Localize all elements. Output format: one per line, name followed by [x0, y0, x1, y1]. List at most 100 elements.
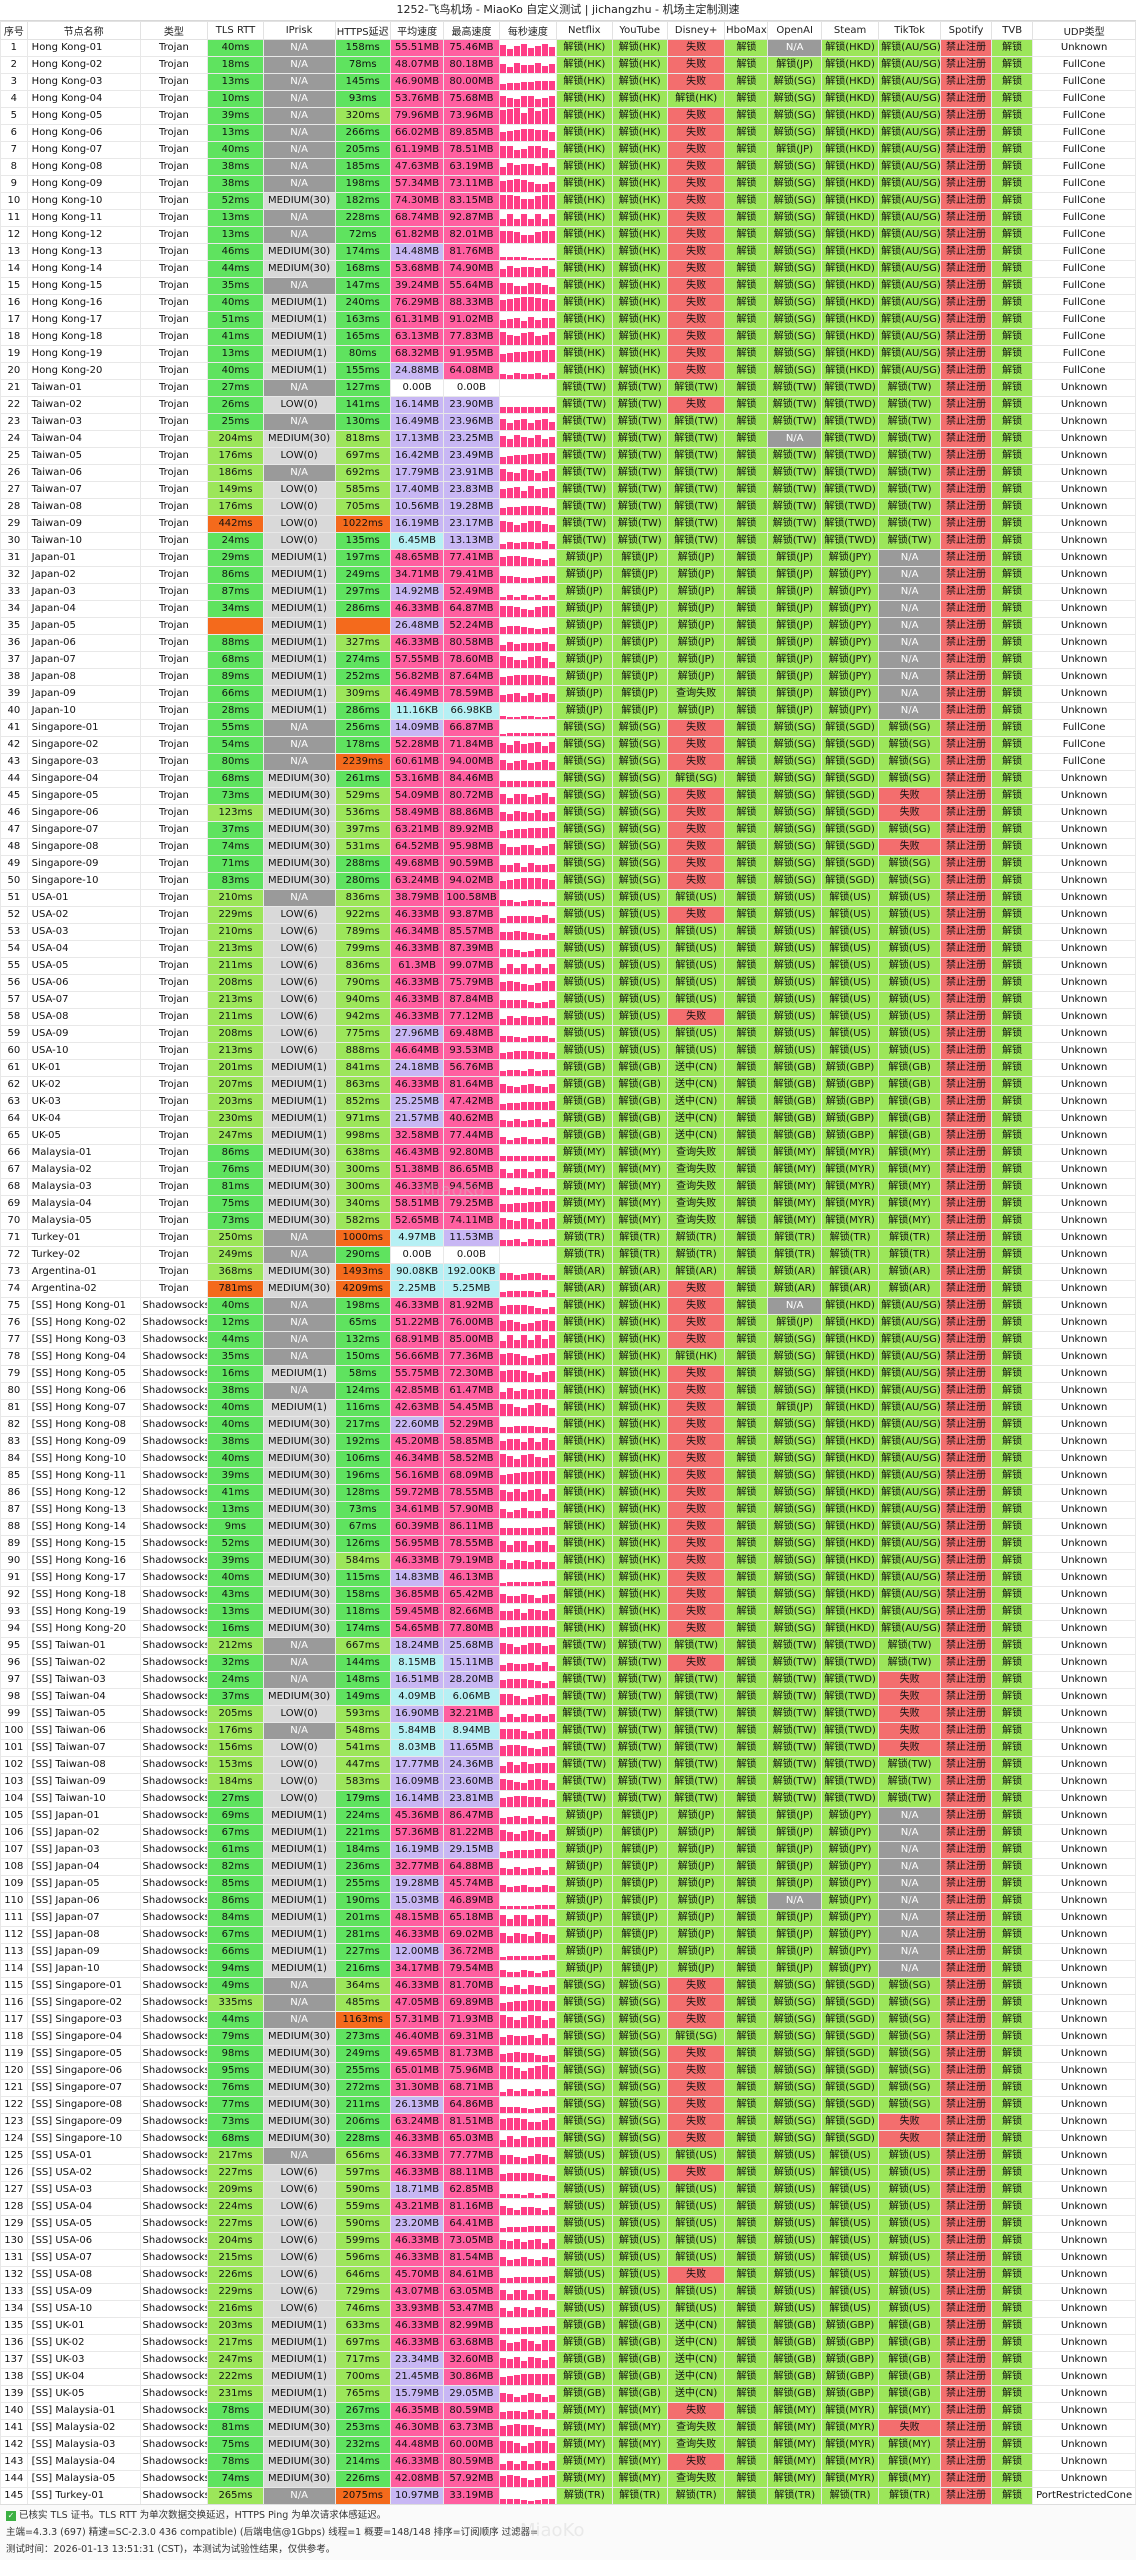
table-row: 35 Japan-05 Trojan MEDIUM(1) 26.48MB 52.24MB 解…	[0, 617, 1136, 635]
speed-bar	[534, 2239, 541, 2249]
cell-HTTPS延迟: 67ms	[334, 1518, 391, 1536]
table-row: 60 USA-10 Trojan 213ms LOW(6) 888ms 46.64MB 93.…	[0, 1042, 1136, 1060]
cell-Disney+: 失败	[666, 260, 726, 278]
speed-bar	[513, 1541, 520, 1552]
cell-序号: 22	[0, 396, 28, 414]
cell-序号: 145	[0, 2487, 28, 2505]
cell-TVB: 解锁	[991, 481, 1034, 499]
cell-类型: Shadowsocks	[139, 1960, 209, 1978]
speed-bar	[527, 1643, 534, 1654]
cell-HboMax: 解锁	[724, 226, 769, 244]
cell-最高速度: 75.46MB	[443, 39, 500, 57]
cell-平均速度: 56.95MB	[389, 1535, 445, 1553]
table-row: 84 [SS] Hong Kong-10 Shadowsocks 40ms MEDIUM…	[0, 1450, 1136, 1468]
cell-TLS RTT: 81ms	[207, 1178, 264, 1196]
cell-Disney+: 查询失败	[666, 1178, 726, 1196]
cell-TLS RTT: 86ms	[207, 566, 264, 584]
cell-最高速度: 63.73MB	[443, 2419, 500, 2437]
cell-HTTPS延迟: 106ms	[334, 1450, 391, 1468]
speed-bar	[500, 865, 506, 872]
speed-bar	[506, 2002, 513, 2011]
cell-TLS RTT: 217ms	[207, 2334, 264, 2352]
speed-bar	[513, 2091, 520, 2096]
cell-Spotify: 禁止注册	[939, 855, 993, 873]
speed-bar	[534, 1560, 541, 1569]
cell-UDP类型: FullCone	[1032, 158, 1136, 176]
speed-bar	[506, 1086, 513, 1093]
speed-sparkline	[498, 957, 558, 975]
cell-Spotify: 禁止注册	[939, 430, 993, 448]
cell-TikTok: 解锁(TW)	[878, 379, 941, 397]
cell-类型: Shadowsocks	[139, 2130, 209, 2148]
speed-bar	[513, 2424, 520, 2436]
cell-TikTok: 解锁(GB)	[878, 1110, 941, 1128]
speed-bar	[500, 2066, 506, 2079]
cell-OpenAI: 解锁(US)	[767, 2300, 822, 2318]
cell-TLS RTT: 247ms	[207, 2351, 264, 2369]
speed-bar	[506, 606, 513, 617]
cell-最高速度: 23.49MB	[443, 447, 500, 465]
speed-bar	[520, 878, 527, 889]
speed-bar	[527, 164, 534, 175]
cell-Steam: 解锁(TWD)	[820, 498, 880, 516]
cell-Disney+: 解锁(TW)	[666, 464, 726, 482]
cell-TLS RTT: 156ms	[207, 1739, 264, 1757]
speed-bar	[513, 2328, 520, 2334]
cell-Disney+: 失败	[666, 821, 726, 839]
cell-HboMax: 解锁	[724, 1756, 769, 1774]
cell-IPrisk: N/A	[262, 2011, 336, 2029]
speed-bar	[513, 1203, 520, 1212]
cell-节点名称: Malaysia-04	[26, 1195, 141, 1213]
speed-bar	[541, 2499, 548, 2504]
cell-类型: Shadowsocks	[139, 1365, 209, 1383]
cell-最高速度: 72.30MB	[443, 1365, 500, 1383]
speed-bar	[500, 576, 506, 583]
speed-bar	[541, 524, 548, 532]
cell-UDP类型: Unknown	[1032, 532, 1136, 550]
cell-IPrisk: LOW(6)	[262, 923, 336, 941]
table-row: 12 Hong Kong-12 Trojan 13ms N/A 72ms 61.82MB 82…	[0, 226, 1136, 244]
speed-bar	[520, 407, 527, 413]
cell-Disney+: 解锁(JP)	[666, 1824, 726, 1842]
cell-节点名称: [SS] UK-02	[26, 2334, 141, 2352]
cell-TVB: 解锁	[991, 2198, 1034, 2216]
cell-最高速度: 64.08MB	[443, 362, 500, 380]
cell-TikTok: 解锁(TW)	[878, 464, 941, 482]
speed-bar	[513, 968, 520, 974]
cell-Disney+: 解锁(TW)	[666, 1790, 726, 1808]
cell-Steam: 解锁(HKD)	[820, 39, 880, 57]
cell-Spotify: 禁止注册	[939, 209, 993, 227]
cell-OpenAI: 解锁(SG)	[767, 719, 822, 737]
table-row: 144 [SS] Malaysia-05 Shadowsocks 74ms MEDIUM…	[0, 2470, 1136, 2488]
speed-bar	[548, 1696, 555, 1705]
cell-平均速度: 23.34MB	[389, 2351, 445, 2369]
cell-最高速度: 81.92MB	[443, 1297, 500, 1315]
cell-序号: 48	[0, 838, 28, 856]
cell-TLS RTT: 217ms	[207, 2147, 264, 2165]
cell-Steam: 解锁(US)	[820, 2232, 880, 2250]
cell-IPrisk: MEDIUM(1)	[262, 1127, 336, 1145]
cell-类型: Trojan	[139, 685, 209, 703]
cell-节点名称: Japan-03	[26, 583, 141, 601]
cell-TLS RTT: 40ms	[207, 1399, 264, 1417]
speed-bar	[513, 1582, 520, 1586]
cell-节点名称: [SS] Singapore-06	[26, 2062, 141, 2080]
table-row: 124 [SS] Singapore-10 Shadowsocks 68ms MEDIU…	[0, 2130, 1136, 2148]
cell-IPrisk: MEDIUM(30)	[262, 1603, 336, 1621]
cell-节点名称: [SS] Hong Kong-15	[26, 1535, 141, 1553]
cell-类型: Shadowsocks	[139, 2215, 209, 2233]
cell-IPrisk: N/A	[262, 1994, 336, 2012]
cell-HboMax: 解锁	[724, 1552, 769, 1570]
speed-bar	[500, 1694, 506, 1705]
cell-HboMax: 解锁	[724, 838, 769, 856]
table-row: 25 Taiwan-05 Trojan 176ms LOW(0) 697ms 16.42MB…	[0, 447, 1136, 465]
cell-平均速度: 59.45MB	[389, 1603, 445, 1621]
cell-Disney+: 失败	[666, 2011, 726, 2029]
cell-OpenAI: 解锁(US)	[767, 991, 822, 1009]
cell-类型: Trojan	[139, 260, 209, 278]
cell-最高速度: 54.45MB	[443, 1399, 500, 1417]
speed-bar	[541, 1372, 548, 1382]
speed-bar	[534, 146, 541, 158]
cell-UDP类型: Unknown	[1032, 1807, 1136, 1825]
cell-UDP类型: Unknown	[1032, 1348, 1136, 1366]
